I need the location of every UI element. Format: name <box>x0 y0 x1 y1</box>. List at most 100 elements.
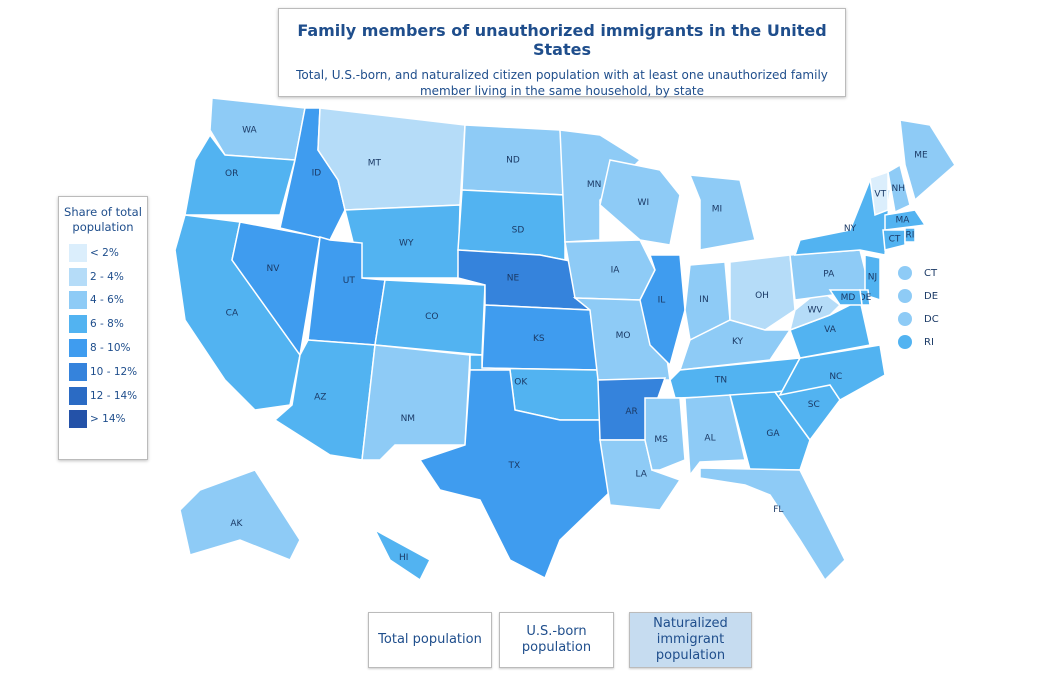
legend-item: 12 - 14% <box>59 384 147 408</box>
legend-label: 10 - 12% <box>90 365 138 378</box>
state-label: MN <box>587 180 602 190</box>
legend-label: 6 - 8% <box>90 318 124 331</box>
small-state-label: CT <box>924 268 938 279</box>
state-label: NV <box>267 264 281 274</box>
state-label: MA <box>896 216 911 226</box>
state-label: ME <box>914 151 928 161</box>
state <box>373 528 431 582</box>
state <box>179 469 301 561</box>
state-label: MO <box>616 331 631 341</box>
state-label: AZ <box>314 393 326 403</box>
legend-label: > 14% <box>90 413 126 426</box>
state-label: NY <box>844 224 857 234</box>
state <box>361 344 471 461</box>
state-label: FL <box>773 505 783 515</box>
state <box>729 254 796 331</box>
state <box>209 97 306 161</box>
state-label: OR <box>225 169 238 179</box>
state <box>639 254 686 367</box>
state-label: VA <box>824 325 837 335</box>
state-label: MD <box>841 293 856 303</box>
state-label: AK <box>230 519 243 529</box>
small-state-marker <box>898 335 912 349</box>
state-label: OH <box>755 291 769 301</box>
legend-swatch <box>69 339 87 358</box>
state-label: HI <box>399 553 408 563</box>
legend-item: 4 - 6% <box>59 289 147 313</box>
state-label: TX <box>508 461 521 471</box>
state-label: ND <box>506 156 520 166</box>
small-state-marker <box>898 266 912 280</box>
state-label: IA <box>611 266 621 276</box>
state <box>864 254 881 302</box>
legend-item: 6 - 8% <box>59 312 147 336</box>
state <box>884 209 927 231</box>
state-label: WY <box>399 238 414 248</box>
state-label: TN <box>714 376 727 386</box>
state-label: KS <box>533 334 545 344</box>
state-label: IL <box>658 296 666 306</box>
legend-swatch <box>69 267 87 286</box>
legend-label: 12 - 14% <box>90 389 138 402</box>
state-label: LA <box>635 470 647 480</box>
state-label: NM <box>401 414 416 424</box>
legend-label: 2 - 4% <box>90 270 124 283</box>
small-state-label: RI <box>924 337 934 348</box>
title-box: Family members of unauthorized immigrant… <box>278 8 846 98</box>
state <box>684 394 746 478</box>
small-state-marker <box>898 289 912 303</box>
legend-swatch <box>69 315 87 334</box>
state-label: NJ <box>868 273 877 283</box>
legend-item: 8 - 10% <box>59 336 147 360</box>
state <box>729 391 811 471</box>
small-state-label: DC <box>924 314 939 325</box>
toggle-button[interactable]: U.S.-born population <box>499 612 614 668</box>
title: Family members of unauthorized immigrant… <box>297 21 827 59</box>
state-label: SC <box>808 400 820 410</box>
state-label: MI <box>712 205 722 215</box>
state-label: VT <box>874 189 886 199</box>
state-label: DE <box>859 293 872 303</box>
legend-swatch <box>69 291 87 310</box>
small-state-marker <box>898 312 912 326</box>
toggle-button[interactable]: Naturalized immigrant population <box>629 612 752 668</box>
state-label: CA <box>226 309 239 319</box>
state-label: NC <box>829 372 842 382</box>
state-label: SD <box>512 226 525 236</box>
state <box>418 369 613 580</box>
legend-item: 2 - 4% <box>59 265 147 289</box>
legend-item: > 14% <box>59 408 147 432</box>
state-label: KY <box>732 337 744 347</box>
state-label: CO <box>425 312 438 322</box>
legend-item: < 2% <box>59 241 147 265</box>
state-label: UT <box>343 276 356 286</box>
state-label: WV <box>807 306 823 316</box>
state <box>904 227 916 243</box>
state-label: ID <box>312 169 322 179</box>
legend-swatch <box>69 386 87 405</box>
toggle-button[interactable]: Total population <box>368 612 492 668</box>
state <box>184 133 296 216</box>
state-label: MS <box>654 435 668 445</box>
state-label: NH <box>892 184 906 194</box>
state-label: AR <box>625 407 637 417</box>
state-label: AL <box>704 434 715 444</box>
legend-label: 4 - 6% <box>90 294 124 307</box>
state <box>887 163 911 214</box>
state-label: OK <box>514 378 528 388</box>
state-label: WA <box>242 126 257 136</box>
legend-swatch <box>69 243 87 262</box>
legend-swatch <box>69 410 87 429</box>
state <box>828 289 863 306</box>
state-label: PA <box>823 269 835 279</box>
legend-label: < 2% <box>90 246 119 259</box>
state-label: NE <box>507 273 520 283</box>
small-state-label: DE <box>924 291 938 302</box>
state <box>699 467 846 582</box>
legend-item: 10 - 12% <box>59 360 147 384</box>
state <box>869 170 889 217</box>
legend: Share of total population < 2% 2 - 4% 4 - … <box>58 196 148 460</box>
state-label: RI <box>906 231 915 241</box>
